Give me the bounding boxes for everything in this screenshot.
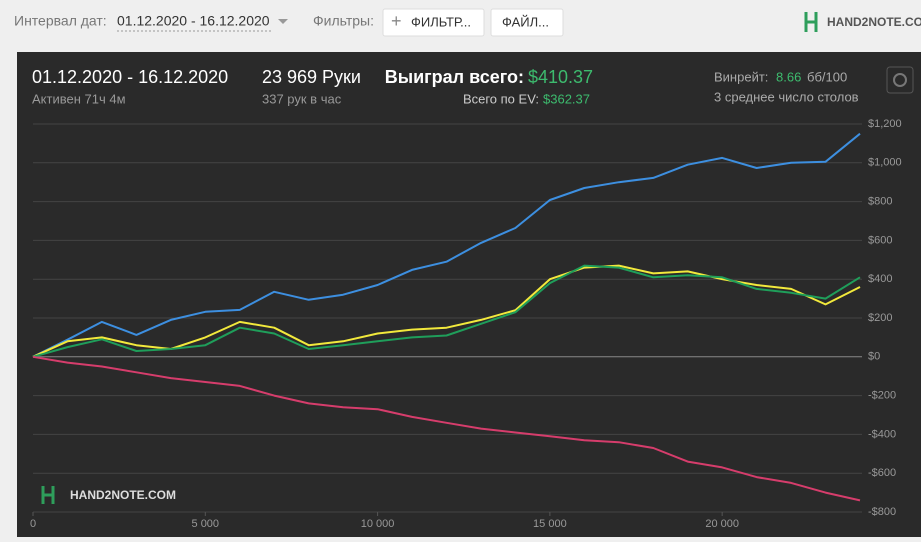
hands-per-hour: 337 рук в час [262,91,342,106]
logo: HAND2NOTE.CO [827,15,921,29]
series-line [32,132,861,358]
filters-label: Фильтры: [313,13,374,29]
winrate-label: Винрейт: [714,69,768,84]
y-tick-label: $1,200 [868,118,902,130]
plus-icon: + [391,11,402,31]
y-tick-label: $800 [868,196,892,208]
logo-icon [804,12,818,32]
x-tick-label: 20 000 [705,518,739,530]
y-tick-label: $400 [868,273,892,285]
won-label: Выиграл всего: [385,67,524,87]
filter-button[interactable] [382,8,485,37]
y-tick-label: $1,000 [868,157,902,169]
hands: 23 969 Руки [262,67,361,87]
filter-button-text: ФИЛЬТР... [411,14,471,29]
x-tick-label: 0 [30,518,36,530]
y-tick-label: -$400 [868,428,896,440]
ev-label: Всего по EV: [463,91,539,106]
settings-button[interactable] [886,66,914,94]
y-tick-label: -$800 [868,506,896,518]
x-tick-label: 15 000 [533,518,567,530]
y-tick-label: -$600 [868,467,896,479]
y-tick-label: -$200 [868,390,896,402]
y-tick-label: $200 [868,312,892,324]
watermark: HAND2NOTE.COM [70,488,176,502]
won-value: $410.37 [528,67,593,87]
date-range[interactable]: 01.12.2020 - 16.12.2020 [117,13,270,29]
period: 01.12.2020 - 16.12.2020 [32,67,228,87]
winrate-value: 8.66 [776,69,801,84]
x-tick-label: 5 000 [192,518,220,530]
date-label: Интервал дат: [14,13,107,29]
series-line [32,355,861,502]
ev-value: $362.37 [543,91,590,106]
series-line [32,264,861,358]
active: Активен 71ч 4м [32,91,126,106]
x-tick-label: 10 000 [361,518,395,530]
file-button-text: ФАЙЛ... [502,14,549,29]
y-tick-label: $0 [868,351,880,363]
dropdown-arrow[interactable] [278,19,288,24]
panel [17,52,921,537]
watermark-icon [41,486,55,504]
file-button[interactable] [490,8,564,37]
tables: 3 среднее число столов [714,89,859,104]
y-tick-label: $600 [868,234,892,246]
gear-icon [893,73,907,87]
winrate-unit: бб/100 [807,69,847,84]
